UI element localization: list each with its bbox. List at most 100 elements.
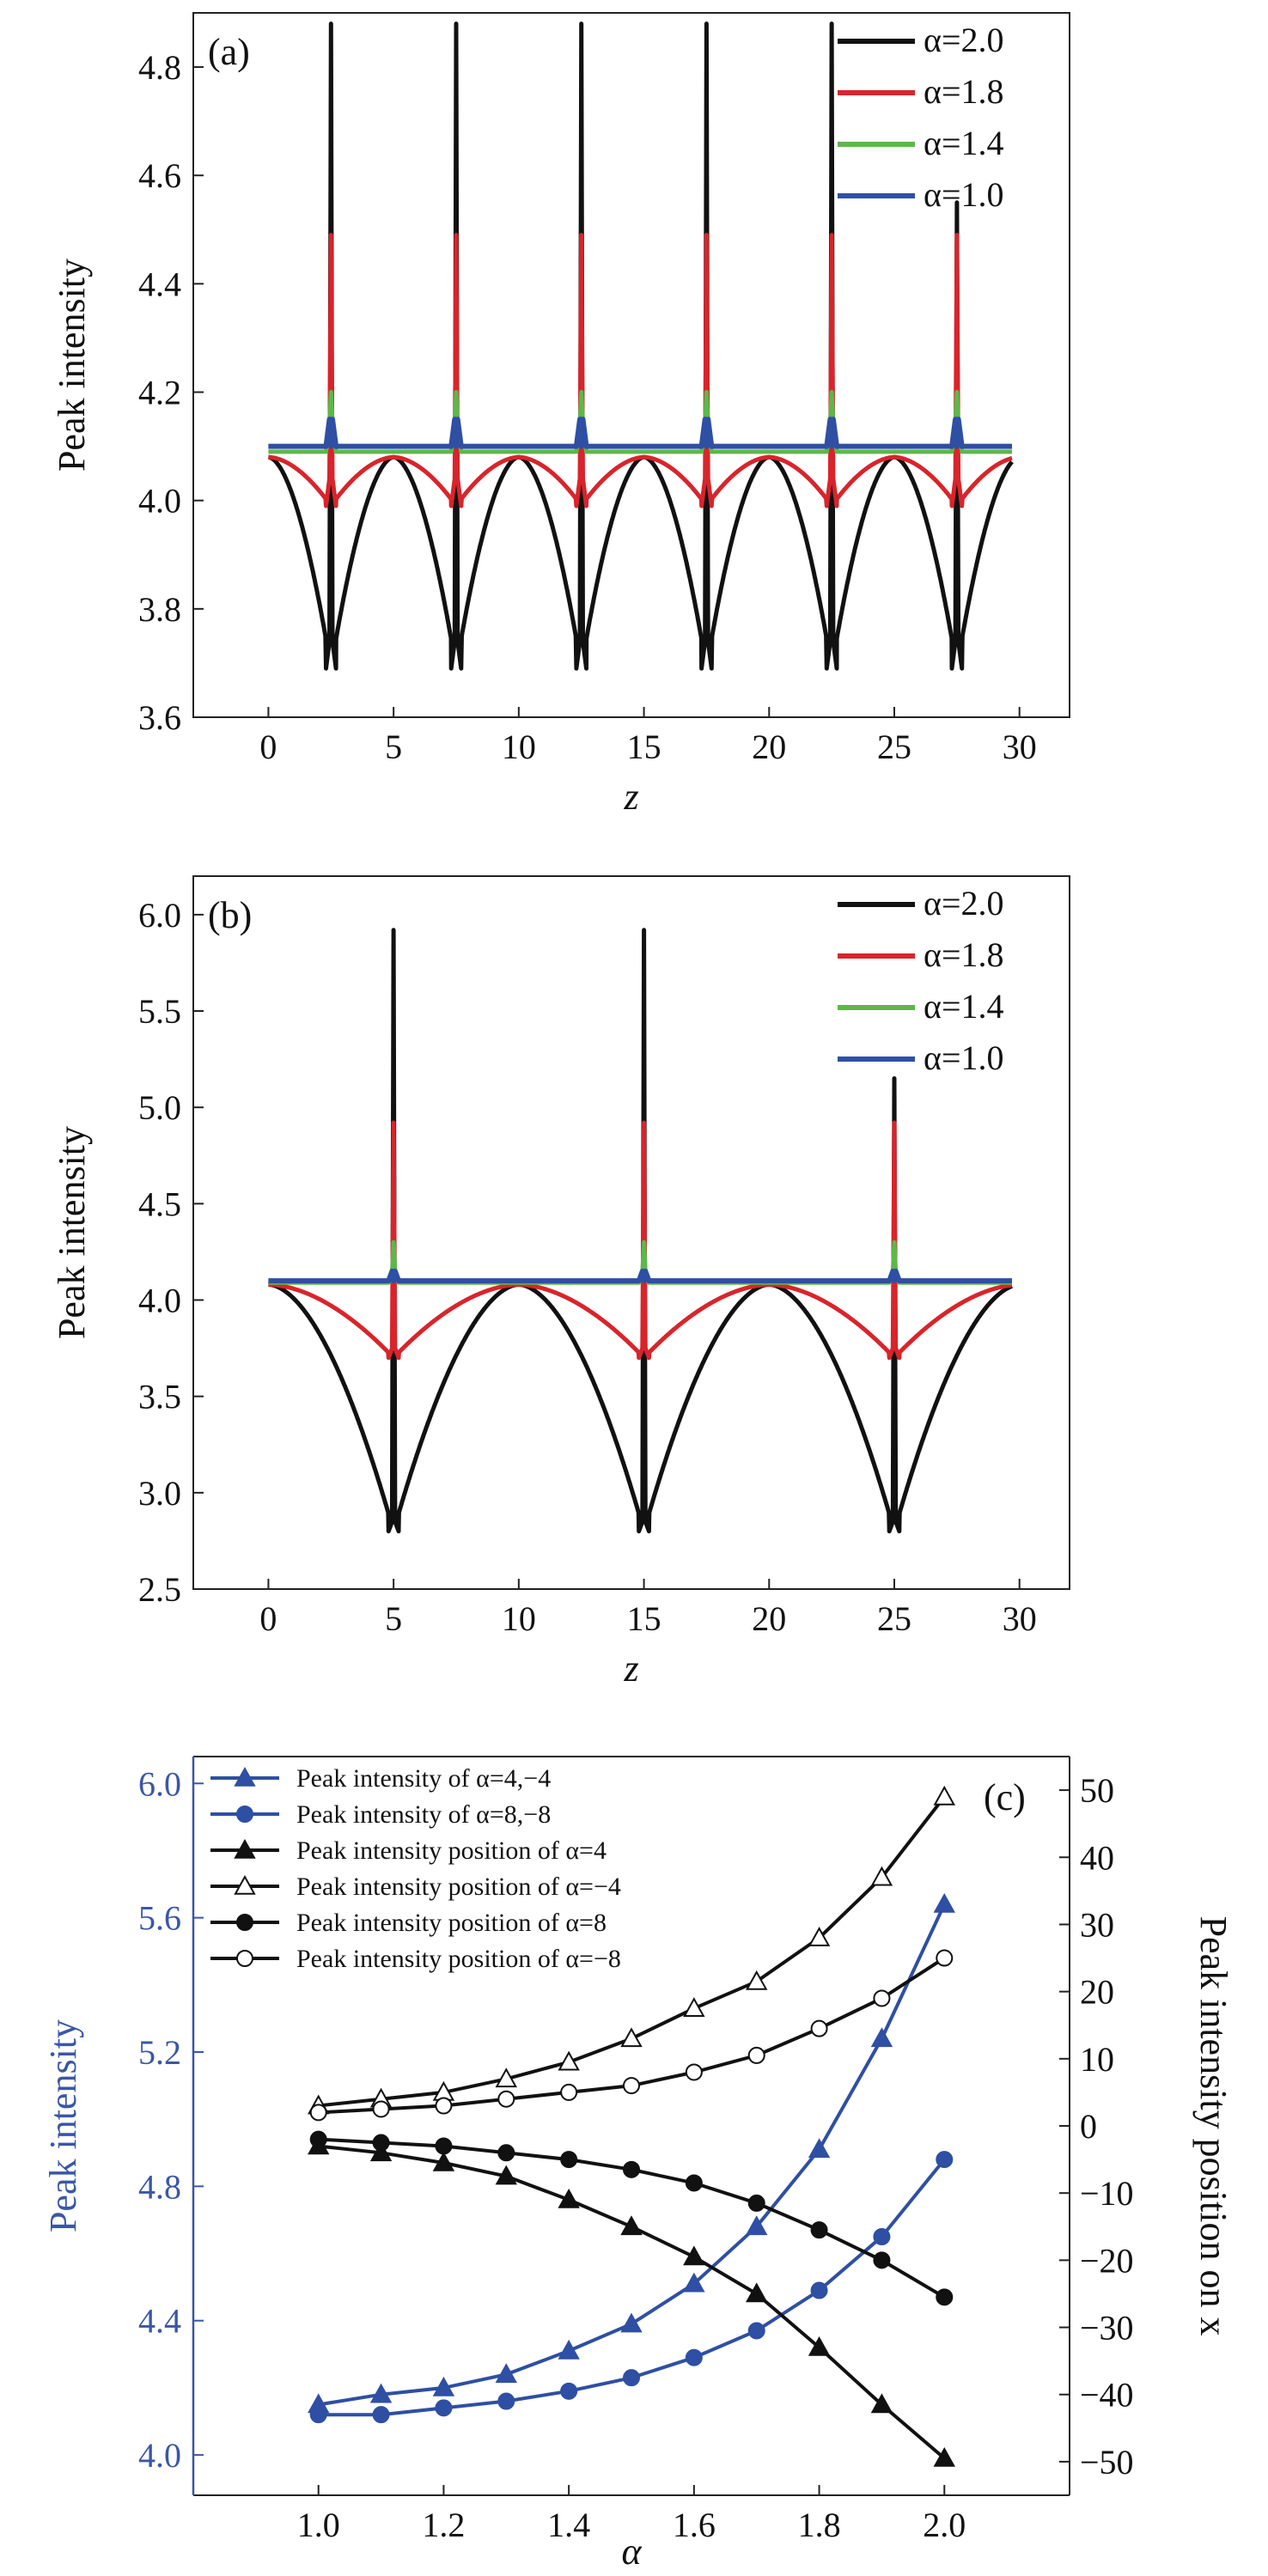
x-tick-label: 15 bbox=[627, 1599, 661, 1638]
panel-c-legend: Peak intensity of α=4,−4 Peak intensity o… bbox=[210, 1764, 621, 1973]
panel-c-right-y-axis-title: Peak intensity position on x bbox=[1192, 1916, 1234, 2336]
panel-a-label: (a) bbox=[208, 31, 250, 73]
data-point-series-3 bbox=[558, 2050, 580, 2071]
data-point-series-4 bbox=[685, 2174, 703, 2192]
panel-b-y-axis-title: Peak intensity bbox=[51, 1126, 93, 1339]
data-point-series-3 bbox=[808, 1927, 831, 1946]
panel-c: 1.0 1.2 1.4 1.6 1.8 2.0 4.0 4.4 4.8 5.2 5.6 6.0 −50 −… bbox=[42, 1756, 1234, 2573]
data-point-series-5 bbox=[873, 1989, 891, 2007]
legend-label-2: α=1.4 bbox=[924, 987, 1004, 1026]
right-y-tick-label: 20 bbox=[1080, 1973, 1114, 2012]
data-point-series-1 bbox=[623, 2369, 640, 2387]
left-y-tick-label: 4.8 bbox=[138, 2167, 181, 2206]
data-point-series-1 bbox=[372, 2406, 390, 2424]
legend-label-1: Peak intensity of α=8,−8 bbox=[296, 1800, 551, 1829]
y-tick-label: 5.0 bbox=[138, 1088, 181, 1127]
legend-label-1: α=1.8 bbox=[924, 935, 1004, 974]
series-line-1 bbox=[266, 233, 1014, 509]
panel-c-label: (c) bbox=[984, 1776, 1026, 1818]
data-point-series-4 bbox=[623, 2160, 640, 2178]
panel-c-ticks: 1.0 1.2 1.4 1.6 1.8 2.0 4.0 4.4 4.8 5.2 5.6 6.0 −50 −… bbox=[138, 1764, 1134, 2544]
legend-label-0: α=2.0 bbox=[924, 21, 1004, 59]
data-point-series-4 bbox=[810, 2221, 828, 2239]
panel-a-frame bbox=[192, 12, 1070, 718]
data-point-series-0 bbox=[369, 2383, 393, 2403]
x-tick-label: 1.0 bbox=[297, 2506, 340, 2544]
y-tick-label: 4.5 bbox=[138, 1184, 181, 1223]
x-tick-label: 1.6 bbox=[673, 2506, 716, 2544]
y-tick-label: 3.0 bbox=[138, 1474, 181, 1513]
panel-a-plot-area bbox=[266, 21, 1014, 671]
legend-marker-3 bbox=[234, 1874, 256, 1895]
data-point-series-0 bbox=[620, 2312, 643, 2333]
left-y-tick-label: 4.4 bbox=[138, 2302, 181, 2341]
panel-b-x-axis-title: z bbox=[623, 1647, 638, 1690]
data-point-series-0 bbox=[808, 2138, 831, 2159]
y-tick-label: 4.0 bbox=[138, 482, 181, 521]
x-tick-label: 0 bbox=[259, 1599, 277, 1638]
series-line-0 bbox=[266, 928, 1014, 1534]
data-point-series-5 bbox=[747, 2046, 765, 2064]
y-tick-label: 4.8 bbox=[138, 48, 181, 87]
data-point-series-4 bbox=[936, 2288, 954, 2306]
legend-label-3: Peak intensity position of α=−4 bbox=[296, 1873, 621, 1901]
y-tick-label: 4.0 bbox=[138, 1282, 181, 1320]
legend-marker-5 bbox=[236, 1950, 253, 1967]
data-point-series-0 bbox=[558, 2339, 580, 2360]
legend-label-5: Peak intensity position of α=−8 bbox=[296, 1945, 621, 1973]
panel-a-y-axis-title: Peak intensity bbox=[51, 259, 93, 472]
left-y-tick-label: 6.0 bbox=[138, 1764, 181, 1803]
x-tick-label: 10 bbox=[502, 728, 536, 766]
y-tick-label: 3.8 bbox=[138, 590, 181, 629]
data-point-series-3 bbox=[683, 1997, 705, 2017]
data-point-series-3 bbox=[870, 1866, 893, 1886]
data-point-series-4 bbox=[372, 2134, 390, 2152]
x-tick-label: 15 bbox=[627, 728, 661, 766]
data-point-series-2 bbox=[620, 2215, 643, 2236]
data-point-series-1 bbox=[685, 2348, 703, 2366]
data-point-series-4 bbox=[309, 2130, 327, 2148]
right-y-tick-label: −10 bbox=[1080, 2174, 1134, 2213]
left-y-tick-label: 5.2 bbox=[138, 2033, 181, 2072]
series-line-0 bbox=[266, 21, 1014, 671]
right-y-tick-label: −20 bbox=[1080, 2241, 1134, 2280]
y-tick-label: 4.6 bbox=[138, 156, 181, 195]
data-point-series-2 bbox=[369, 2141, 393, 2162]
panel-b-frame bbox=[192, 875, 1070, 1590]
y-tick-label: 4.4 bbox=[138, 265, 181, 303]
panel-a-legend: α=2.0 α=1.8 α=1.4 α=1.0 bbox=[838, 21, 1004, 214]
x-tick-label: 5 bbox=[385, 728, 402, 766]
right-y-tick-label: 0 bbox=[1080, 2107, 1097, 2146]
right-y-tick-label: −30 bbox=[1080, 2309, 1134, 2348]
x-tick-label: 20 bbox=[752, 1599, 786, 1638]
right-y-tick-label: 40 bbox=[1080, 1838, 1114, 1877]
data-point-series-3 bbox=[746, 1970, 768, 1990]
data-point-series-2 bbox=[746, 2282, 768, 2303]
data-point-series-3 bbox=[933, 1785, 955, 1806]
y-tick-label: 4.2 bbox=[138, 374, 181, 412]
panel-a: 0 5 10 15 20 25 303.63.84.04.24.44.64.8 (a) z … bbox=[51, 12, 1070, 818]
left-y-tick-label: 4.0 bbox=[138, 2436, 181, 2475]
panel-b-ticks: 0 5 10 15 20 25 30 2.5 3.0 3.5 4.0 4.5 5.0 5.5 6.0 bbox=[138, 896, 1037, 1638]
data-point-series-0 bbox=[933, 1892, 955, 1913]
right-y-tick-label: 30 bbox=[1080, 1905, 1114, 1944]
data-point-series-2 bbox=[558, 2188, 580, 2208]
data-point-series-5 bbox=[309, 2104, 327, 2122]
data-point-series-3 bbox=[495, 2067, 517, 2088]
data-point-series-1 bbox=[497, 2392, 515, 2410]
y-tick-label: 2.5 bbox=[138, 1570, 181, 1609]
x-tick-label: 5 bbox=[385, 1599, 402, 1638]
data-point-series-5 bbox=[560, 2083, 578, 2101]
legend-marker-2 bbox=[234, 1838, 256, 1859]
data-point-series-0 bbox=[683, 2272, 705, 2293]
data-point-series-2 bbox=[933, 2446, 955, 2467]
y-tick-label: 3.6 bbox=[138, 698, 181, 737]
panel-b: 0 5 10 15 20 25 30 2.5 3.0 3.5 4.0 4.5 5.0 5.5 6.0 (b)… bbox=[51, 875, 1070, 1690]
data-point-series-0 bbox=[870, 2027, 893, 2048]
series-line-3 bbox=[266, 417, 1014, 449]
legend-label-0: Peak intensity of α=4,−4 bbox=[296, 1764, 551, 1793]
data-point-series-5 bbox=[435, 2097, 453, 2115]
data-point-series-0 bbox=[432, 2376, 455, 2396]
x-tick-label: 2.0 bbox=[923, 2506, 966, 2544]
legend-label-1: α=1.8 bbox=[924, 72, 1004, 111]
